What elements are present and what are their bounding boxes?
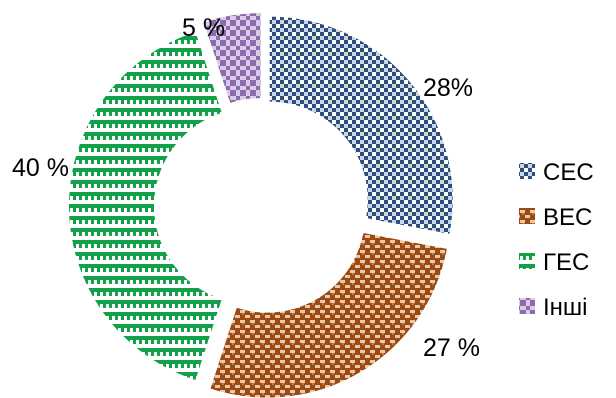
legend-swatch-other <box>519 298 535 314</box>
data-label-ses: 28% <box>423 74 473 102</box>
legend: СЕС ВЕС ГЕС Інші <box>519 159 594 321</box>
legend-label-ses: СЕС <box>543 159 594 186</box>
legend-label-ves: ВЕС <box>543 204 592 231</box>
legend-item-ges[interactable]: ГЕС <box>519 249 589 276</box>
slice-ves[interactable] <box>210 232 447 398</box>
data-label-other: 5 % <box>182 14 225 42</box>
data-label-ges: 40 % <box>12 154 69 182</box>
data-label-ves: 27 % <box>423 334 480 362</box>
slice-other[interactable] <box>203 13 261 103</box>
slice-ses[interactable] <box>269 16 453 234</box>
legend-swatch-ves <box>519 208 535 224</box>
legend-item-other[interactable]: Інші <box>519 294 588 321</box>
legend-item-ves[interactable]: ВЕС <box>519 204 592 231</box>
doughnut-slices <box>69 13 453 398</box>
legend-label-ges: ГЕС <box>543 249 589 276</box>
legend-label-other: Інші <box>543 294 588 321</box>
legend-swatch-ges <box>519 253 535 269</box>
slice-ges[interactable] <box>69 31 222 381</box>
legend-item-ses[interactable]: СЕС <box>519 159 594 186</box>
legend-swatch-ses <box>519 163 535 179</box>
